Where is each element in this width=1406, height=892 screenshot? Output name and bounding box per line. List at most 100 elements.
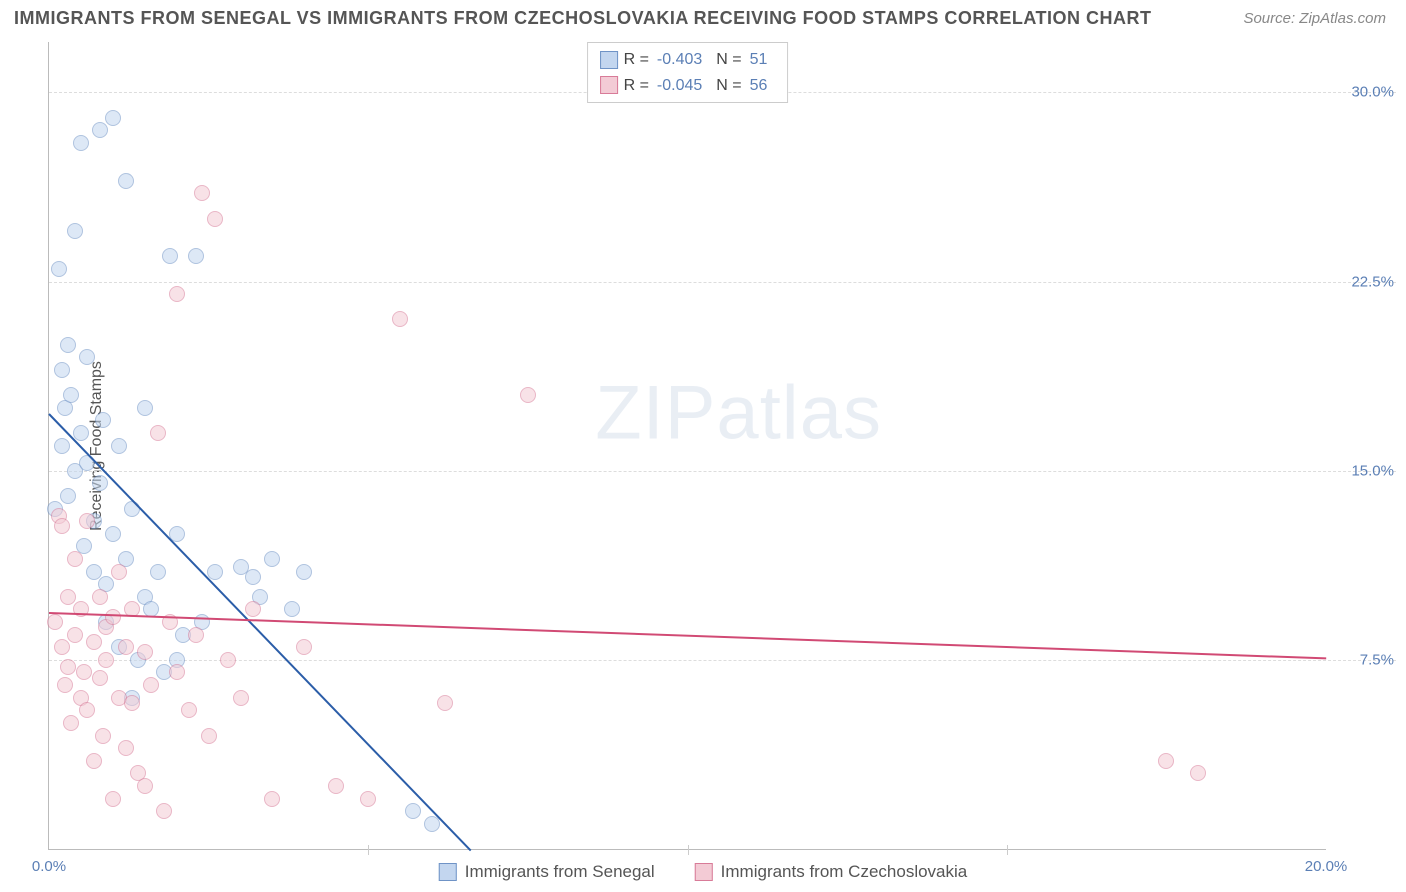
chart-container: Receiving Food Stamps ZIPatlas R = -0.40…: [48, 42, 1326, 850]
scatter-marker: [360, 791, 376, 807]
scatter-marker: [188, 248, 204, 264]
scatter-marker: [124, 695, 140, 711]
correlation-legend-row: R = -0.403 N = 51: [600, 47, 776, 73]
scatter-marker: [188, 627, 204, 643]
scatter-marker: [143, 677, 159, 693]
r-value: -0.403: [657, 47, 702, 73]
r-value: -0.045: [657, 73, 702, 99]
y-tick-label: 15.0%: [1351, 462, 1394, 479]
scatter-marker: [76, 664, 92, 680]
scatter-marker: [245, 601, 261, 617]
scatter-marker: [73, 425, 89, 441]
legend-swatch: [600, 51, 618, 69]
scatter-marker: [67, 223, 83, 239]
scatter-marker: [284, 601, 300, 617]
x-minor-tick: [368, 845, 369, 855]
scatter-marker: [1158, 753, 1174, 769]
bottom-legend: Immigrants from Senegal Immigrants from C…: [439, 862, 967, 882]
scatter-marker: [105, 609, 121, 625]
scatter-marker: [105, 110, 121, 126]
scatter-marker: [92, 122, 108, 138]
scatter-marker: [73, 135, 89, 151]
scatter-marker: [111, 438, 127, 454]
x-tick-label: 20.0%: [1305, 858, 1348, 875]
chart-title: IMMIGRANTS FROM SENEGAL VS IMMIGRANTS FR…: [14, 8, 1152, 29]
watermark-thin: atlas: [716, 371, 882, 456]
scatter-marker: [194, 185, 210, 201]
scatter-marker: [156, 803, 172, 819]
scatter-marker: [79, 513, 95, 529]
scatter-marker: [51, 261, 67, 277]
legend-swatch: [439, 863, 457, 881]
x-minor-tick: [688, 845, 689, 855]
scatter-marker: [124, 501, 140, 517]
scatter-marker: [405, 803, 421, 819]
scatter-marker: [520, 387, 536, 403]
scatter-marker: [220, 652, 236, 668]
scatter-marker: [54, 639, 70, 655]
scatter-marker: [201, 728, 217, 744]
n-value: 56: [750, 73, 768, 99]
y-tick-label: 7.5%: [1360, 651, 1394, 668]
scatter-marker: [54, 438, 70, 454]
bottom-legend-item: Immigrants from Czechoslovakia: [695, 862, 968, 882]
scatter-marker: [60, 589, 76, 605]
scatter-marker: [86, 634, 102, 650]
scatter-marker: [264, 551, 280, 567]
scatter-marker: [79, 349, 95, 365]
scatter-marker: [54, 362, 70, 378]
bottom-legend-label: Immigrants from Senegal: [465, 862, 655, 882]
n-label: N =: [716, 73, 741, 99]
gridline-horizontal: [49, 471, 1396, 472]
scatter-marker: [92, 670, 108, 686]
scatter-marker: [233, 690, 249, 706]
bottom-legend-item: Immigrants from Senegal: [439, 862, 655, 882]
scatter-marker: [98, 652, 114, 668]
scatter-marker: [118, 639, 134, 655]
scatter-marker: [328, 778, 344, 794]
scatter-marker: [162, 248, 178, 264]
n-value: 51: [750, 47, 768, 73]
scatter-marker: [245, 569, 261, 585]
scatter-marker: [60, 659, 76, 675]
scatter-marker: [296, 639, 312, 655]
scatter-marker: [60, 337, 76, 353]
watermark-bold: ZIP: [595, 371, 716, 456]
scatter-marker: [169, 664, 185, 680]
scatter-marker: [137, 644, 153, 660]
scatter-marker: [105, 526, 121, 542]
scatter-marker: [207, 564, 223, 580]
scatter-marker: [57, 677, 73, 693]
x-minor-tick: [1007, 845, 1008, 855]
scatter-marker: [54, 518, 70, 534]
scatter-marker: [118, 740, 134, 756]
scatter-marker: [63, 715, 79, 731]
scatter-marker: [150, 425, 166, 441]
scatter-marker: [118, 173, 134, 189]
scatter-marker: [437, 695, 453, 711]
scatter-marker: [392, 311, 408, 327]
scatter-marker: [47, 614, 63, 630]
scatter-marker: [92, 589, 108, 605]
scatter-marker: [181, 702, 197, 718]
scatter-marker: [105, 791, 121, 807]
scatter-marker: [1190, 765, 1206, 781]
bottom-legend-label: Immigrants from Czechoslovakia: [721, 862, 968, 882]
scatter-marker: [63, 387, 79, 403]
scatter-marker: [111, 564, 127, 580]
scatter-marker: [67, 627, 83, 643]
y-tick-label: 30.0%: [1351, 84, 1394, 101]
scatter-marker: [169, 286, 185, 302]
scatter-marker: [60, 488, 76, 504]
scatter-marker: [150, 564, 166, 580]
scatter-marker: [95, 728, 111, 744]
x-tick-label: 0.0%: [32, 858, 66, 875]
n-label: N =: [716, 47, 741, 73]
gridline-horizontal: [49, 282, 1396, 283]
scatter-marker: [137, 400, 153, 416]
r-label: R =: [624, 73, 649, 99]
source-label: Source: ZipAtlas.com: [1243, 10, 1386, 27]
correlation-legend-row: R = -0.045 N = 56: [600, 73, 776, 99]
scatter-marker: [95, 412, 111, 428]
scatter-marker: [137, 778, 153, 794]
